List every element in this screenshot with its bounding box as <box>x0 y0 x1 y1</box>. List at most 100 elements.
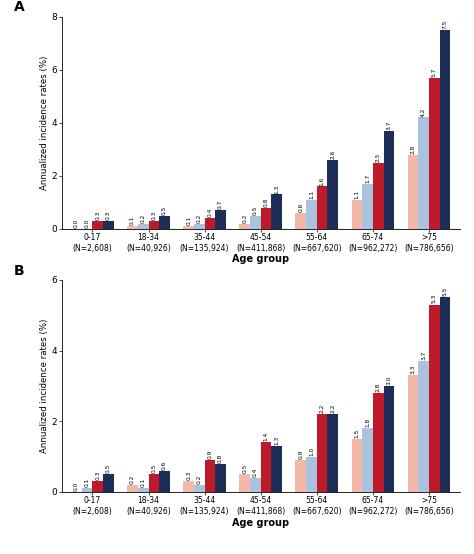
Bar <box>250 216 261 229</box>
Text: 0.1: 0.1 <box>141 478 146 488</box>
Bar <box>383 131 394 229</box>
Text: 0.2: 0.2 <box>130 474 135 484</box>
Text: 0.1: 0.1 <box>186 216 191 225</box>
Bar <box>271 446 282 492</box>
Bar <box>295 460 306 492</box>
Bar <box>250 478 261 492</box>
Bar <box>205 218 215 229</box>
Bar <box>148 474 159 492</box>
Bar <box>261 443 271 492</box>
Bar <box>418 117 429 229</box>
Bar <box>317 414 328 492</box>
Bar <box>295 213 306 229</box>
Bar <box>183 226 194 229</box>
Text: 0.2: 0.2 <box>197 213 202 223</box>
Bar <box>408 375 418 492</box>
Bar <box>205 460 215 492</box>
Text: 7.5: 7.5 <box>442 20 447 29</box>
Bar <box>373 162 383 229</box>
Text: 0.3: 0.3 <box>151 211 156 220</box>
Text: 0.3: 0.3 <box>106 211 111 220</box>
Text: 3.7: 3.7 <box>386 121 392 130</box>
Text: 0.0: 0.0 <box>74 219 79 228</box>
Bar <box>239 223 250 229</box>
Text: 0.6: 0.6 <box>298 203 303 212</box>
Text: 0.8: 0.8 <box>218 453 223 463</box>
Text: 3.7: 3.7 <box>421 351 426 360</box>
Bar <box>127 485 138 492</box>
Text: 1.6: 1.6 <box>319 177 325 186</box>
Bar <box>159 216 170 229</box>
X-axis label: Age group: Age group <box>232 254 289 264</box>
Text: B: B <box>14 264 25 278</box>
X-axis label: Age group: Age group <box>232 517 289 527</box>
Text: 5.3: 5.3 <box>432 294 437 304</box>
Text: 1.3: 1.3 <box>274 435 279 445</box>
Text: 0.9: 0.9 <box>298 450 303 459</box>
Text: 0.4: 0.4 <box>253 468 258 477</box>
Text: 0.3: 0.3 <box>95 211 100 220</box>
Bar <box>383 386 394 492</box>
Bar <box>408 155 418 229</box>
Text: 1.8: 1.8 <box>365 418 370 427</box>
Text: 1.3: 1.3 <box>274 184 279 193</box>
Text: 1.4: 1.4 <box>264 432 269 442</box>
Bar <box>306 456 317 492</box>
Bar <box>271 194 282 229</box>
Text: 0.2: 0.2 <box>141 213 146 223</box>
Text: 1.0: 1.0 <box>309 447 314 455</box>
Text: 2.6: 2.6 <box>330 150 335 159</box>
Bar <box>439 30 450 229</box>
Bar <box>127 226 138 229</box>
Text: 0.4: 0.4 <box>208 208 212 217</box>
Text: 0.1: 0.1 <box>130 216 135 225</box>
Text: 0.5: 0.5 <box>253 206 258 215</box>
Bar <box>159 471 170 492</box>
Text: 0.5: 0.5 <box>151 464 156 473</box>
Bar <box>317 186 328 229</box>
Bar <box>138 223 148 229</box>
Bar <box>362 184 373 229</box>
Text: 0.9: 0.9 <box>208 450 212 459</box>
Bar <box>92 221 103 229</box>
Bar <box>328 414 338 492</box>
Text: 0.3: 0.3 <box>95 471 100 480</box>
Text: 2.8: 2.8 <box>376 382 381 392</box>
Legend: Female Low Risk (N=600,009), Male Low Risk (N=556,212), Female High Risk (N=989,: Female Low Risk (N=600,009), Male Low Ri… <box>65 296 312 312</box>
Text: 0.2: 0.2 <box>197 474 202 484</box>
Text: 1.7: 1.7 <box>365 174 370 183</box>
Text: 3.0: 3.0 <box>386 376 392 385</box>
Text: 2.2: 2.2 <box>330 404 335 413</box>
Text: 1.5: 1.5 <box>355 429 359 438</box>
Y-axis label: Annualized incidence rates (%): Annualized incidence rates (%) <box>40 55 49 190</box>
Text: 1.1: 1.1 <box>355 189 359 199</box>
Bar <box>92 481 103 492</box>
Bar <box>373 393 383 492</box>
Text: 0.6: 0.6 <box>162 460 167 470</box>
Bar <box>194 223 205 229</box>
Bar <box>352 199 362 229</box>
Text: 5.5: 5.5 <box>442 287 447 296</box>
Text: 0.5: 0.5 <box>106 464 111 473</box>
Text: 1.1: 1.1 <box>309 189 314 199</box>
Bar <box>215 464 226 492</box>
Text: 0.7: 0.7 <box>218 200 223 209</box>
Text: 0.1: 0.1 <box>85 478 90 488</box>
Text: 4.2: 4.2 <box>421 107 426 117</box>
Bar <box>362 428 373 492</box>
Text: 0.5: 0.5 <box>242 464 247 473</box>
Bar <box>138 489 148 492</box>
Y-axis label: Annualized incidence rates (%): Annualized incidence rates (%) <box>40 319 49 453</box>
Text: 2.5: 2.5 <box>376 152 381 162</box>
Text: 0.3: 0.3 <box>186 471 191 480</box>
Text: 0.5: 0.5 <box>162 206 167 215</box>
Bar <box>239 474 250 492</box>
Bar <box>82 489 92 492</box>
Text: 3.3: 3.3 <box>410 365 415 374</box>
Bar <box>328 160 338 229</box>
Bar <box>352 439 362 492</box>
Bar <box>183 481 194 492</box>
Text: 2.8: 2.8 <box>410 145 415 154</box>
Text: 0.8: 0.8 <box>264 197 269 207</box>
Bar <box>103 221 114 229</box>
